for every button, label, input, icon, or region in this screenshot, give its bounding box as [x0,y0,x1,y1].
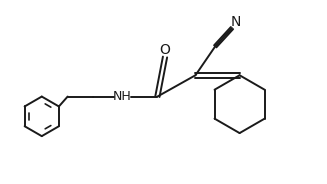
Text: N: N [231,15,241,29]
Text: NH: NH [113,90,132,103]
Text: O: O [160,43,170,57]
